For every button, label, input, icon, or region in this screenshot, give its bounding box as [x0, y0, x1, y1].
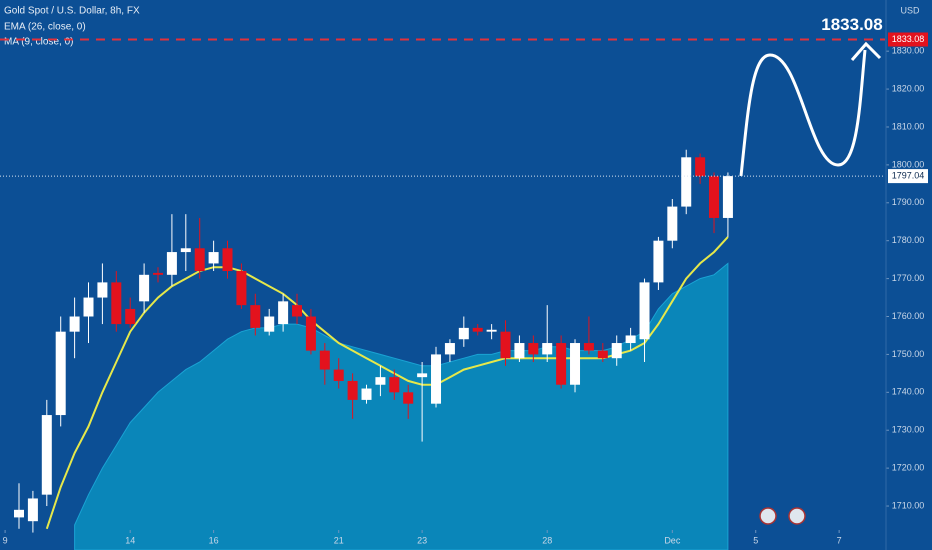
candle-body — [458, 327, 469, 340]
candle-body — [528, 343, 539, 355]
candle-body — [681, 157, 692, 207]
target-label: 1833.08 — [892, 34, 925, 44]
x-tick-label: 23 — [417, 535, 427, 545]
candle-body — [250, 305, 261, 328]
candle-body — [305, 316, 316, 351]
candle-body — [111, 282, 122, 325]
candle-body — [83, 297, 94, 317]
candle-body — [639, 282, 650, 340]
candle-body — [292, 305, 303, 317]
candle-body — [208, 252, 219, 264]
candle-body — [597, 350, 608, 359]
candle-body — [556, 343, 567, 385]
x-tick-label: 14 — [125, 535, 135, 545]
candle-body — [417, 373, 428, 378]
y-tick-label: 1810.00 — [892, 121, 925, 131]
y-tick-label: 1780.00 — [892, 235, 925, 245]
candle-body — [27, 498, 38, 522]
candle-body — [375, 377, 386, 385]
y-axis-label: USD — [900, 5, 920, 15]
projection-arrow — [739, 49, 867, 177]
y-tick-label: 1730.00 — [892, 425, 925, 435]
candle-body — [41, 415, 52, 495]
candle-body — [667, 206, 678, 241]
candle-body — [69, 316, 80, 332]
candle-body — [319, 350, 330, 370]
candle-body — [709, 176, 720, 218]
candle-body — [97, 282, 108, 298]
y-tick-label: 1820.00 — [892, 83, 925, 93]
x-tick-label: 21 — [334, 535, 344, 545]
target-label-box — [888, 32, 928, 47]
candle-body — [695, 157, 706, 177]
price-label: 1797.04 — [892, 170, 925, 180]
candle-body — [583, 343, 594, 351]
candle-body — [653, 240, 664, 283]
target-annotation: 1833.08 — [821, 15, 882, 34]
candle-body — [14, 509, 25, 518]
candle-body — [444, 343, 455, 355]
candle-body — [347, 380, 358, 400]
candle-body — [486, 329, 497, 332]
candle-body — [542, 343, 553, 355]
x-tick-label: 7 — [837, 535, 842, 545]
candle-body — [389, 377, 400, 393]
y-tick-label: 1770.00 — [892, 273, 925, 283]
overlay: 1797.04 1833.08 1833.08 9 14 16 21 23 28 Dec 5 7 — [0, 15, 928, 545]
x-tick-label: Dec — [664, 535, 681, 545]
y-tick-label: 1760.00 — [892, 311, 925, 321]
price-label-box — [888, 169, 928, 184]
y-tick-label: 1790.00 — [892, 197, 925, 207]
y-tick-label: 1800.00 — [892, 159, 925, 169]
candle-body — [403, 392, 414, 404]
candle-body — [625, 335, 636, 344]
candle-body — [222, 248, 233, 272]
x-tick-label: 28 — [542, 535, 552, 545]
x-tick-label: 16 — [209, 535, 219, 545]
x-tick-label: 9 — [3, 535, 8, 545]
candle-body — [278, 301, 289, 325]
candle-body — [361, 388, 372, 400]
legend-entry: EMA (26, close, 0) — [4, 22, 86, 33]
y-tick-label: 1750.00 — [892, 349, 925, 359]
y-tick-label: 1830.00 — [892, 46, 925, 56]
legend-entry: MA (9, close, 0) — [4, 37, 73, 48]
candle-body — [55, 331, 66, 416]
candle-body — [611, 343, 622, 359]
y-tick-label: 1740.00 — [892, 387, 925, 397]
candle-body — [333, 369, 344, 381]
arrow-head — [850, 41, 882, 61]
plot: 1710.00 1720.00 1730.00 1740.00 1750.00 1760.… — [4, 46, 925, 550]
candle-body — [153, 272, 164, 275]
candle-body — [472, 327, 483, 332]
y-tick-label: 1720.00 — [892, 463, 925, 473]
candle-body — [125, 308, 136, 325]
candle-body — [500, 331, 511, 359]
candle-body — [180, 248, 191, 253]
candle-body — [194, 248, 205, 272]
candle-body — [264, 316, 275, 332]
candle-body — [514, 343, 525, 359]
event-icon — [759, 507, 806, 525]
candle-body — [431, 354, 442, 404]
candle-body — [139, 274, 150, 302]
y-tick-label: 1710.00 — [892, 500, 925, 510]
candle-body — [166, 252, 177, 275]
candle-body — [236, 271, 247, 306]
x-tick-label: 5 — [753, 535, 758, 545]
candle-body — [570, 343, 581, 385]
chart-title: Gold Spot / U.S. Dollar, 8h, FX — [4, 6, 140, 17]
candle-body — [722, 176, 733, 218]
